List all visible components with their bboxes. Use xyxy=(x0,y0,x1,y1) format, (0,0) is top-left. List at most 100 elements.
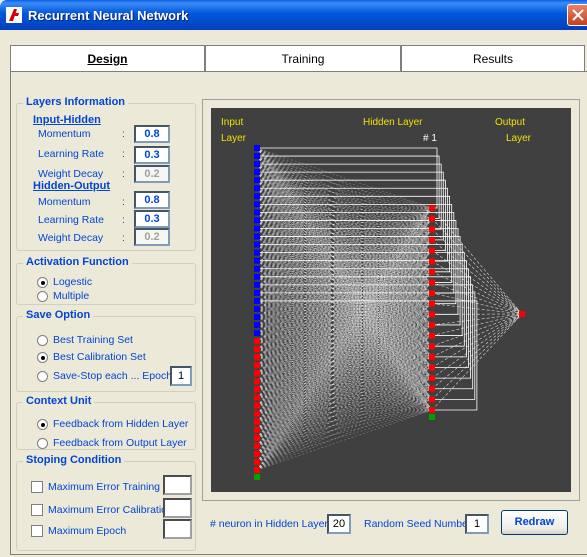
tab-training[interactable]: Training xyxy=(205,45,401,71)
redraw-button[interactable]: Redraw xyxy=(501,510,568,535)
epoch-input[interactable]: 1 xyxy=(170,366,192,386)
connection-line xyxy=(256,357,433,390)
connection-line xyxy=(256,250,433,334)
input-neuron xyxy=(254,201,260,208)
radio-best-calibration[interactable]: Best Calibration Set xyxy=(37,350,146,364)
connection-line xyxy=(256,345,433,431)
radio-best-training[interactable]: Best Training Set xyxy=(37,333,133,347)
radio-multiple[interactable]: Multiple xyxy=(37,289,89,303)
connection-line xyxy=(256,332,433,336)
connection-line xyxy=(256,292,433,439)
connection-line xyxy=(256,228,433,315)
radio-save-stop[interactable]: Save-Stop each ... Epoch xyxy=(37,369,172,383)
connection-line xyxy=(256,204,433,219)
connection-line xyxy=(256,163,433,251)
input-neuron xyxy=(254,161,260,168)
connection-line xyxy=(256,188,433,400)
connection-line xyxy=(256,324,433,390)
input-neuron xyxy=(254,402,260,409)
connection-line xyxy=(256,284,433,389)
radio-button[interactable] xyxy=(37,290,48,302)
checkbox[interactable] xyxy=(31,504,43,516)
tab-results[interactable]: Results xyxy=(401,45,585,71)
connection-line xyxy=(256,282,433,302)
connection-line xyxy=(256,405,433,411)
connection-line xyxy=(256,397,433,400)
ho-learning-rate-input[interactable]: 0.3 xyxy=(134,210,170,228)
connection-line xyxy=(256,292,433,447)
input-hidden-heading: Input-Hidden xyxy=(33,114,101,126)
input-neuron xyxy=(254,386,260,393)
network-diagram: Input Layer Hidden Layer # 1 Output Laye… xyxy=(211,108,571,492)
connection-line xyxy=(256,220,433,304)
checkbox[interactable] xyxy=(31,525,43,537)
radio-button[interactable] xyxy=(37,370,48,382)
connection-line xyxy=(256,196,433,358)
connection-line xyxy=(256,399,433,431)
connection-line xyxy=(256,303,433,326)
connection-line xyxy=(256,348,433,368)
connection-line xyxy=(256,220,433,251)
tab-design[interactable]: Design xyxy=(10,45,205,71)
check-max-error-training[interactable]: Maximum Error Training xyxy=(31,480,160,494)
connection-line xyxy=(256,377,433,471)
stopping-title: Stoping Condition xyxy=(23,454,125,466)
radio-button[interactable] xyxy=(37,437,48,449)
connection-line xyxy=(256,399,433,439)
connection-line xyxy=(256,212,433,273)
radio-button[interactable] xyxy=(37,418,48,430)
max-epoch-input[interactable] xyxy=(163,519,192,539)
connection-line xyxy=(431,260,523,315)
connection-line xyxy=(256,171,433,294)
connection-line xyxy=(256,345,433,382)
radio-feedback-output[interactable]: Feedback from Output Layer xyxy=(37,436,187,450)
connection-line xyxy=(256,171,433,358)
check-max-error-calibration[interactable]: Maximum Error Calibration xyxy=(31,503,173,517)
input-neuron xyxy=(254,209,260,216)
connection-line xyxy=(256,300,433,358)
input-neuron xyxy=(254,426,260,433)
connection-line xyxy=(256,357,433,379)
input-neuron xyxy=(254,249,260,256)
connection-line xyxy=(256,324,433,347)
close-button[interactable] xyxy=(567,4,587,26)
connection-line xyxy=(256,220,433,315)
input-neuron xyxy=(254,177,260,184)
connection-line xyxy=(256,284,433,347)
radio-button[interactable] xyxy=(37,276,48,288)
connection-line xyxy=(256,314,433,334)
connection-line xyxy=(256,377,433,406)
checkbox[interactable] xyxy=(31,481,43,493)
connection-line xyxy=(256,314,433,431)
connection-line xyxy=(256,282,433,342)
max-error-calibration-input[interactable] xyxy=(163,498,192,518)
radio-button[interactable] xyxy=(37,351,48,363)
connection-line xyxy=(256,218,433,253)
connection-line xyxy=(256,207,433,237)
connection-line xyxy=(256,300,433,368)
hidden-neurons-input[interactable]: 20 xyxy=(327,514,351,534)
connection-line xyxy=(431,313,523,358)
radio-logestic[interactable]: Logestic xyxy=(37,275,92,289)
radio-feedback-hidden[interactable]: Feedback from Hidden Layer xyxy=(37,417,188,431)
connection-line xyxy=(256,292,433,374)
connection-line xyxy=(256,365,433,368)
connection-line xyxy=(256,276,433,336)
max-error-training-input[interactable] xyxy=(163,475,192,495)
connection-line xyxy=(256,155,433,315)
connection-line xyxy=(256,260,433,318)
connection-line xyxy=(256,244,433,283)
connection-line xyxy=(256,324,433,336)
ho-momentum-input[interactable]: 0.8 xyxy=(134,191,170,209)
ih-momentum-input[interactable]: 0.8 xyxy=(134,125,170,143)
connection-line xyxy=(256,239,433,447)
check-max-epoch[interactable]: Maximum Epoch xyxy=(31,524,126,538)
connection-line xyxy=(256,196,433,315)
ih-learning-rate-input[interactable]: 0.3 xyxy=(134,146,170,164)
connection-line xyxy=(256,276,433,389)
random-seed-input[interactable]: 1 xyxy=(465,514,489,534)
context-feedback-line xyxy=(257,300,478,411)
connection-line xyxy=(256,399,433,406)
connection-line xyxy=(256,399,433,463)
radio-button[interactable] xyxy=(37,334,48,346)
